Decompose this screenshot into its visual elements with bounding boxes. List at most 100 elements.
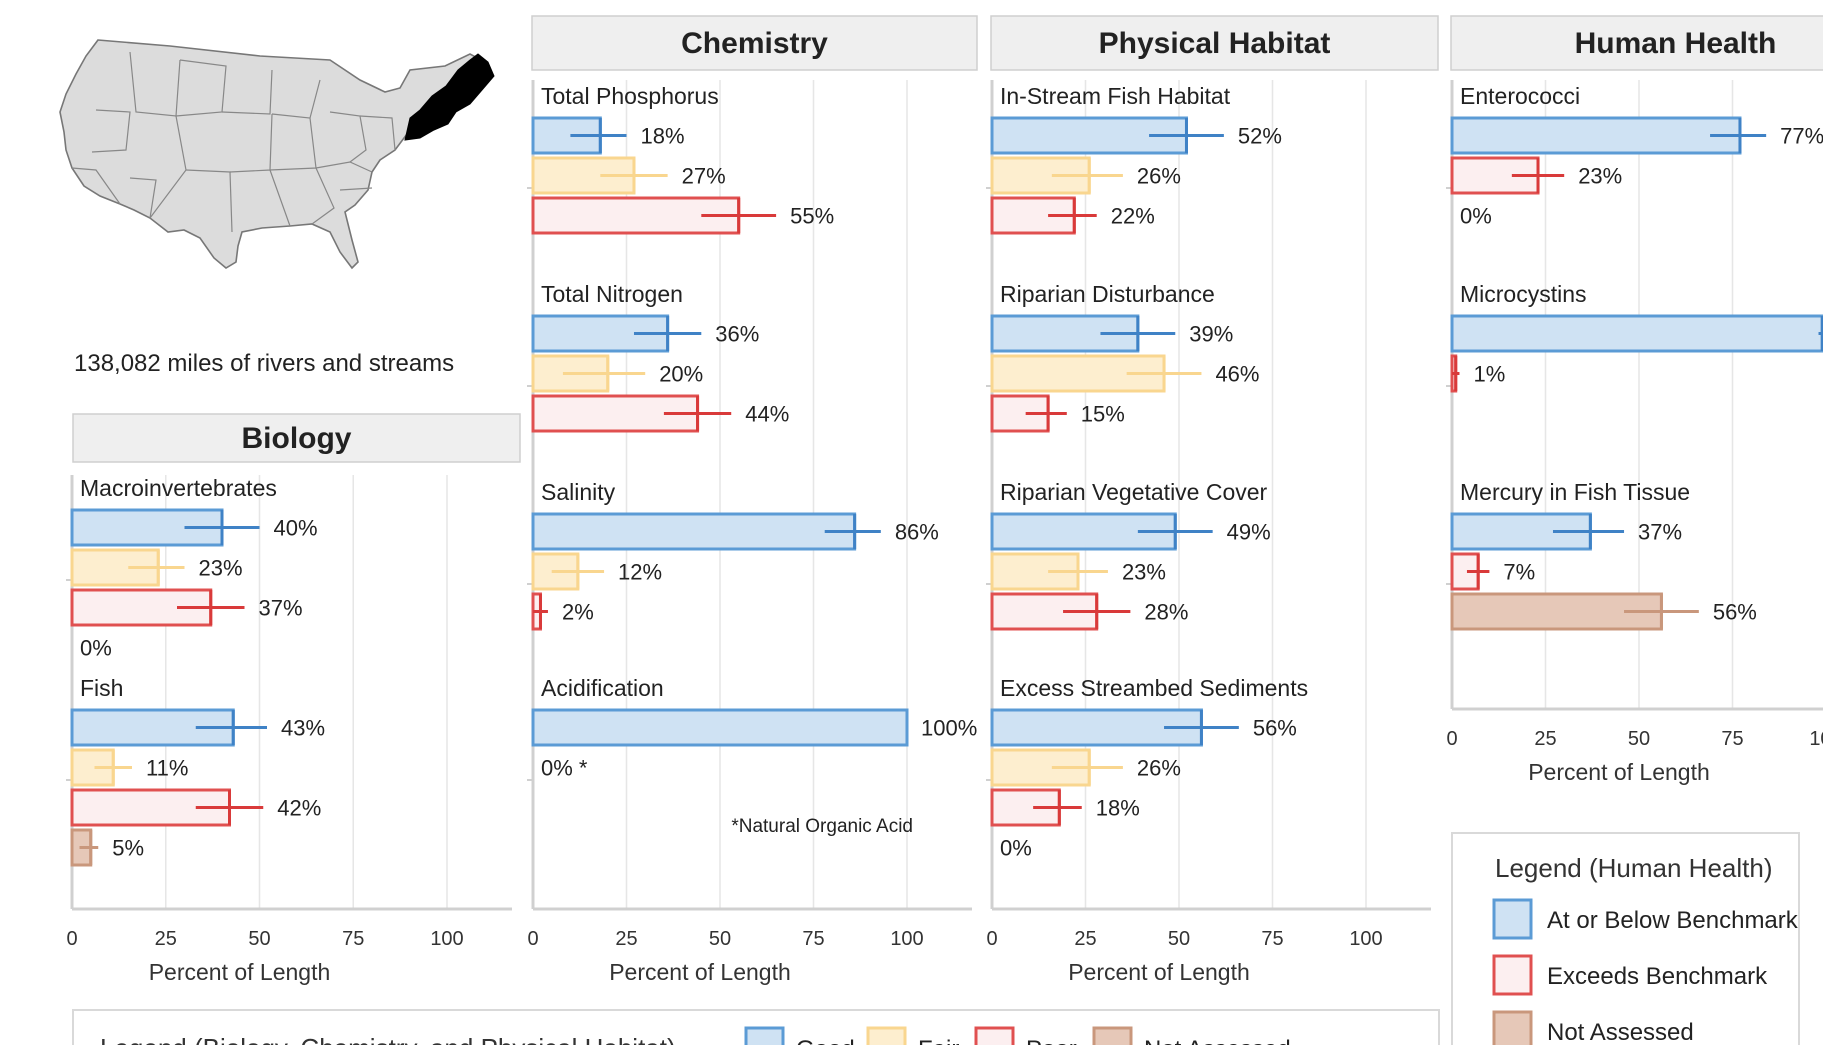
x-tick-label: 100: [430, 928, 463, 950]
x-tick-label: 0: [1446, 728, 1457, 750]
legend-swatch: [1492, 898, 1533, 940]
x-tick-label: 25: [1074, 928, 1096, 950]
data-label: 77%: [1780, 124, 1823, 149]
legend-swatch: [974, 1026, 1015, 1045]
x-axis-label: Percent of Length: [149, 959, 331, 985]
indicator-name: Enterococci: [1460, 83, 1580, 109]
data-label: 52%: [1238, 124, 1282, 149]
indicator-name: Microcystins: [1460, 281, 1587, 307]
data-label: 7%: [1503, 560, 1535, 585]
data-label: 55%: [790, 204, 834, 229]
data-label: 49%: [1227, 520, 1271, 545]
data-label: 20%: [659, 362, 703, 387]
us-map: 138,082 miles of rivers and streams: [59, 39, 495, 377]
indicator-group: Total Phosphorus 18% 27% 55%: [527, 83, 834, 235]
x-tick-label: 25: [1534, 728, 1556, 750]
x-tick-label: 0: [986, 928, 997, 950]
legend-health-title: Legend (Human Health): [1495, 853, 1773, 883]
x-tick-label: 0: [66, 928, 77, 950]
data-label: 1%: [1473, 362, 1505, 387]
panel-header: [531, 15, 978, 71]
indicator-group: Acidification 100% 0% *: [527, 675, 977, 781]
indicator-group: Fish 43% 11% 42% 5%: [66, 675, 325, 867]
chart-panel-4: Human Health 0 25 50 75 100 Percent of Length E…: [1446, 15, 1823, 785]
data-label: 27%: [682, 164, 726, 189]
indicator-name: Total Phosphorus: [541, 83, 719, 109]
x-tick-label: 0: [527, 928, 538, 950]
data-label: 23%: [1122, 560, 1166, 585]
indicator-group: Microcystins99%1%: [1446, 281, 1823, 393]
data-label: 37%: [259, 596, 303, 621]
data-label: 36%: [715, 322, 759, 347]
data-label: 0%: [1460, 204, 1492, 229]
data-label: 26%: [1137, 756, 1181, 781]
data-label: 0%: [80, 636, 112, 661]
data-label: 86%: [895, 520, 939, 545]
x-tick-label: 100: [1809, 728, 1823, 750]
x-tick-label: 100: [890, 928, 923, 950]
data-label: 23%: [199, 556, 243, 581]
legend-item-label: Not Assessed: [1547, 1019, 1694, 1045]
data-label: 12%: [618, 560, 662, 585]
x-tick-label: 50: [248, 928, 270, 950]
data-label: 56%: [1253, 716, 1297, 741]
bar-good: [1450, 314, 1823, 353]
chart-panel-2: Chemistry 0 25 50 75 100 Percent of Length Tota…: [527, 15, 978, 985]
panel-title: Biology: [242, 422, 352, 455]
indicator-group: In-Stream Fish Habitat 52% 26% 22%: [986, 83, 1282, 235]
legend-swatch: [1092, 1026, 1133, 1045]
us-states-map-icon: [59, 39, 495, 270]
indicator-name: Excess Streambed Sediments: [1000, 675, 1308, 701]
indicator-group: Salinity 86% 12% 2%: [527, 479, 939, 631]
x-tick-label: 75: [1261, 928, 1283, 950]
legend-main: Legend (Biology, Chemistry, and Physical…: [72, 1009, 1440, 1045]
data-label: 15%: [1081, 402, 1125, 427]
panel-title: Human Health: [1575, 27, 1777, 60]
chart-note: *Natural Organic Acid: [731, 816, 913, 837]
legend-main-title: Legend (Biology, Chemistry, and Physical…: [100, 1033, 676, 1045]
data-label: 37%: [1638, 520, 1682, 545]
indicator-group: Riparian Vegetative Cover 49% 23% 28%: [986, 479, 1271, 631]
indicator-name: Riparian Disturbance: [1000, 281, 1215, 307]
data-label: 56%: [1713, 600, 1757, 625]
data-label: 100%: [921, 716, 977, 741]
bar-good: [531, 708, 909, 747]
legend-item-label: Good: [796, 1036, 855, 1045]
data-label: 26%: [1137, 164, 1181, 189]
x-axis-label: Percent of Length: [1068, 959, 1250, 985]
indicator-name: Riparian Vegetative Cover: [1000, 479, 1268, 505]
data-label: 46%: [1215, 362, 1259, 387]
data-label: 5%: [112, 836, 144, 861]
legend-item-label: Not Assessed: [1144, 1036, 1291, 1045]
indicator-group: Total Nitrogen 36% 20% 44%: [527, 281, 789, 433]
data-label: 2%: [562, 600, 594, 625]
data-label: 0% *: [541, 756, 588, 781]
data-label: 28%: [1144, 600, 1188, 625]
data-label: 23%: [1578, 164, 1622, 189]
x-axis-label: Percent of Length: [1528, 759, 1710, 785]
indicator-group: Riparian Disturbance 39% 46% 15%: [986, 281, 1259, 433]
x-tick-label: 50: [1168, 928, 1190, 950]
data-label: 44%: [745, 402, 789, 427]
indicator-group: Mercury in Fish Tissue 37% 7% 56%: [1446, 479, 1757, 631]
panel-header: [990, 15, 1439, 71]
data-label: 11%: [146, 756, 188, 781]
bar-poor: [990, 394, 1050, 433]
bar-good: [1450, 116, 1742, 155]
legend-health: Legend (Human Health) At or Below Benchm…: [1451, 832, 1800, 1045]
map-caption: 138,082 miles of rivers and streams: [74, 350, 454, 377]
indicator-name: Acidification: [541, 675, 664, 701]
indicator-name: In-Stream Fish Habitat: [1000, 83, 1231, 109]
panel-header: [72, 413, 521, 463]
x-tick-label: 75: [1721, 728, 1743, 750]
data-label: 18%: [1096, 796, 1140, 821]
x-axis-label: Percent of Length: [609, 959, 791, 985]
data-label: 40%: [274, 516, 318, 541]
legend-item-label: Fair: [918, 1036, 959, 1045]
x-tick-label: 50: [709, 928, 731, 950]
chart-panel-3: Physical Habitat 0 25 50 75 100 Percent of Len…: [986, 15, 1439, 985]
panel-title: Chemistry: [681, 27, 828, 60]
panel-title: Physical Habitat: [1099, 27, 1331, 60]
legend-swatch: [1492, 954, 1533, 996]
